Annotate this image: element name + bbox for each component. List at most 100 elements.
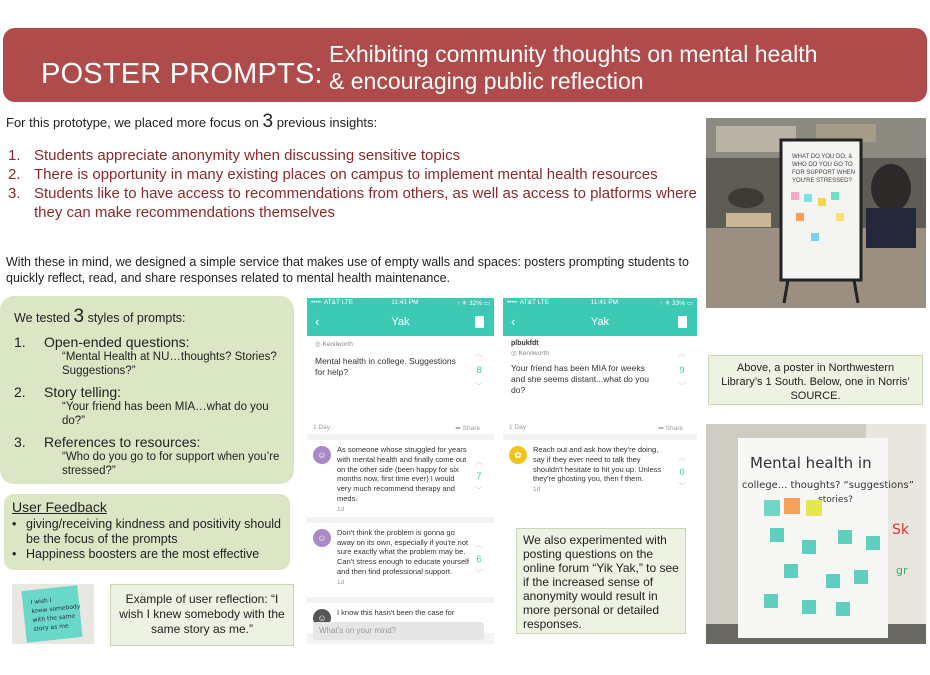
insight-number: 3. [8, 185, 21, 202]
clock: 11:41 PM [391, 299, 419, 306]
post-age: 1 Day [313, 424, 330, 431]
post-age: 1 Day [509, 424, 526, 431]
nav-bar: ‹ Yak [307, 308, 494, 336]
avatar: ☺ [313, 528, 331, 547]
prompt-number: 3. [14, 434, 26, 450]
reply-item: ✿ Reach out and ask how they're doing, s… [503, 440, 697, 514]
poster-subheading: college... thoughts? “suggestions” [742, 480, 914, 491]
intro-before: For this prototype, we placed more focus… [6, 115, 263, 130]
intro-count: 3 [262, 111, 274, 132]
prompt-number: 2. [14, 384, 26, 400]
downvote-icon[interactable]: ﹀ [678, 482, 686, 491]
vote-control: ︿ 8 ﹀ [472, 348, 486, 392]
reply-item: ☺ As someone whose struggled for years w… [307, 440, 494, 517]
insight-text: Students appreciate anonymity when discu… [34, 147, 461, 164]
screen-title: Yak [590, 316, 610, 328]
battery-status: ↑ ✳ 32% ▭ [456, 300, 490, 307]
prompt-quote: “Mental Health at NU…thoughts? Stories? … [62, 351, 277, 377]
clock: 11:41 PM [590, 299, 619, 306]
reply-age: 1d [337, 505, 345, 513]
reply-text: I know this hasn't been the case for [337, 607, 455, 617]
prompt-number: 1. [14, 334, 26, 350]
feedback-text: Happiness boosters are the most effectiv… [26, 547, 260, 561]
share-button[interactable]: ➦ Share [455, 425, 480, 432]
banner-subtitle: Exhibiting community thoughts on mental … [329, 41, 817, 95]
upvote-icon[interactable]: ︿ [678, 349, 686, 358]
insight-text: There is opportunity in many existing pl… [34, 166, 658, 183]
post-text: Mental health in college. Suggestions fo… [315, 356, 456, 377]
original-post: ◎ Kenilworth Mental health in college. S… [307, 336, 494, 434]
reply-age: 1d [533, 486, 541, 494]
prompt-title: References to resources: [44, 434, 201, 450]
back-icon[interactable]: ‹ [315, 314, 320, 329]
upvote-icon[interactable]: ︿ [678, 453, 686, 462]
avatar: ☺ [313, 446, 331, 464]
user-feedback-title: User Feedback [12, 499, 107, 515]
vote-control: ︿ 0 ﹀ [675, 452, 689, 492]
reply-item: ☺ Don't think the problem is gonna go aw… [307, 522, 494, 597]
design-summary: With these in mind, we designed a simple… [6, 255, 689, 285]
example-reflection: Example of user reflection: “I wish I kn… [110, 584, 294, 646]
vote-count: 6 [476, 553, 482, 564]
post-username: plbukfdt [511, 340, 539, 347]
insight-text: Students like to have access to recommen… [34, 185, 697, 221]
banner-subtitle-line1: Exhibiting community thoughts on mental … [329, 41, 818, 67]
intro-text: For this prototype, we placed more focus… [6, 111, 377, 133]
insight-item: 2. There is opportunity in many existing … [8, 165, 698, 184]
vote-control: ︿ 7 ﹀ [472, 456, 486, 496]
prompt-style-item: 2. Story telling: “Your friend has been M… [14, 384, 280, 428]
trash-icon[interactable] [678, 316, 687, 328]
insight-number: 2. [8, 166, 21, 183]
vote-count: 0 [679, 467, 685, 477]
share-button[interactable]: ➦ Share [658, 425, 683, 432]
upvote-icon[interactable]: ︿ [475, 539, 483, 549]
nav-bar: ‹ Yak [503, 308, 697, 336]
feedback-bullet: • Happiness boosters are the most effecti… [12, 547, 260, 561]
svg-text:with the same: with the same [32, 613, 76, 624]
user-feedback-box: User Feedback • giving/receiving kindness… [4, 494, 290, 570]
banner-title: POSTER PROMPTS: [41, 58, 323, 90]
post-location: ◎ Kenilworth [511, 350, 549, 357]
upvote-icon[interactable]: ︿ [475, 349, 483, 358]
lead-after: styles of prompts: [84, 311, 186, 325]
svg-text:WHAT DO YOU DO, &: WHAT DO YOU DO, & [792, 154, 852, 160]
prompt-quote: “Your friend has been MIA…what do you do… [62, 401, 269, 427]
prompt-title: Open-ended questions: [44, 334, 190, 350]
prompt-title: Story telling: [44, 384, 122, 400]
photo-caption: Above, a poster in Northwestern Library’… [708, 355, 923, 405]
vote-count: 7 [476, 471, 482, 481]
prompt-style-item: 3. References to resources: “Who do you g… [14, 434, 280, 478]
intro-after: previous insights: [273, 115, 378, 130]
feedback-bullet: • giving/receiving kindness and positivit… [12, 517, 282, 546]
avatar: ✿ [509, 446, 527, 464]
insights-list: 1. Students appreciate anonymity when dis… [8, 146, 698, 222]
status-bar: ••••◦ AT&T LTE 11:41 PM ↑ ✳ 32% ▭ [307, 298, 494, 308]
yikyak-screenshot-1: ••••◦ AT&T LTE 11:41 PM ↑ ✳ 32% ▭ ‹ Yak ◎ … [307, 298, 494, 644]
poster-stories: stories? [818, 495, 853, 505]
carrier: ••••◦ AT&T LTE [507, 299, 550, 306]
reply-text: Reach out and ask how they're doing, say… [533, 445, 662, 484]
library-poster-photo: WHAT DO YOU DO, & WHO DO YOU GO TO FOR S… [706, 118, 926, 308]
prompt-quote: “Who do you go to for support when you’r… [62, 451, 280, 477]
insight-number: 1. [8, 147, 21, 164]
prompt-style-item: 1. Open-ended questions: “Mental Health a… [14, 334, 280, 378]
svg-text:I wish I: I wish I [30, 597, 52, 606]
downvote-icon[interactable]: ﹀ [475, 486, 483, 495]
sticky-note-photo: I wish I knew somebody with the same sto… [12, 584, 94, 644]
downvote-icon[interactable]: ﹀ [475, 568, 483, 578]
insight-item: 3. Students like to have access to recomm… [8, 184, 698, 222]
poster-heading: Mental health in [750, 454, 872, 472]
title-banner: POSTER PROMPTS: Exhibiting community tho… [3, 28, 927, 102]
trash-icon[interactable] [475, 316, 484, 328]
downvote-icon[interactable]: ﹀ [475, 382, 483, 391]
upvote-icon[interactable]: ︿ [475, 457, 483, 466]
vote-control: ︿ 9 ﹀ [675, 348, 689, 392]
lead-count: 3 [73, 306, 85, 327]
downvote-icon[interactable]: ﹀ [678, 382, 686, 391]
prompt-styles-box: We tested 3 styles of prompts: 1. Open-en… [0, 296, 294, 484]
comment-input[interactable]: What's on your mind? [313, 622, 484, 640]
vote-count: 8 [476, 365, 482, 375]
post-text: Your friend has been MIA for weeks and s… [511, 363, 649, 395]
svg-text:gr: gr [896, 564, 908, 577]
back-icon[interactable]: ‹ [511, 314, 516, 329]
